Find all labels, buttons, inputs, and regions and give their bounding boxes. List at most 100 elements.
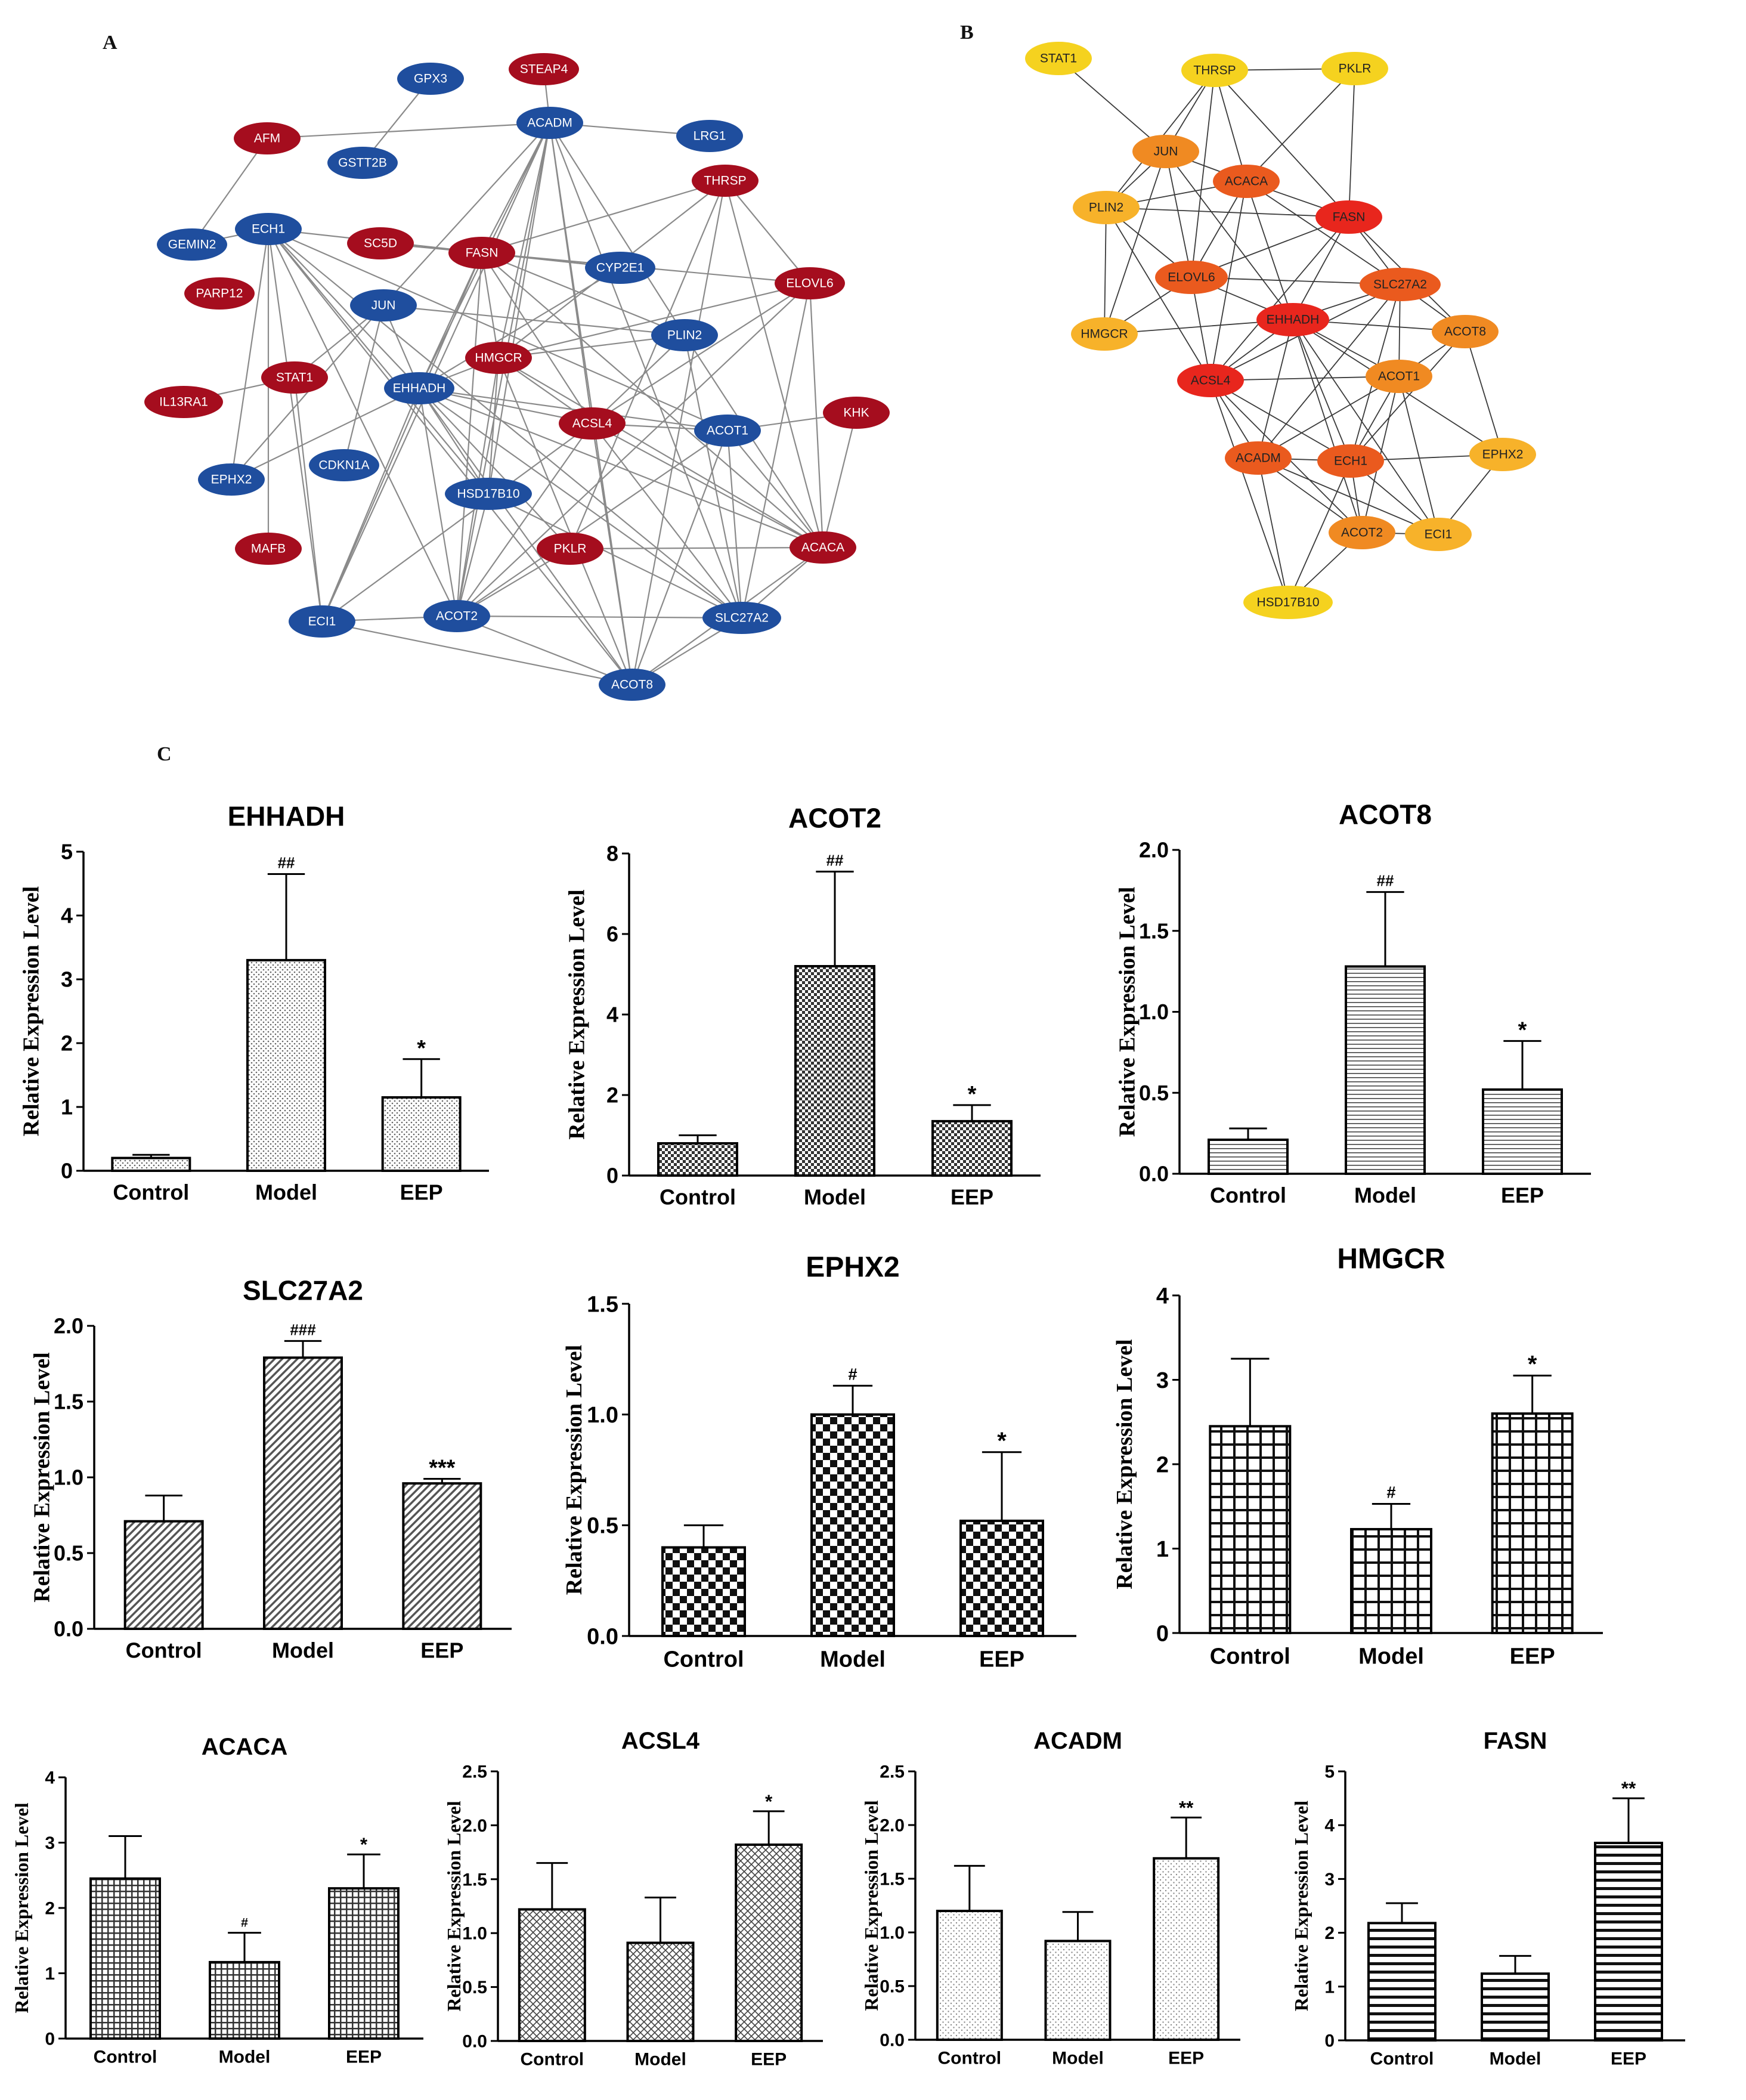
significance-eep: *: [417, 1036, 426, 1061]
node-slc27a2: SLC27A2: [1360, 268, 1441, 301]
node-label: ACSL4: [572, 417, 612, 431]
edge-ech1-slc27a2: [268, 228, 742, 618]
node-shape: [1366, 360, 1432, 393]
node-shape: [1132, 135, 1199, 168]
node-cyp2e1: CYP2E1: [585, 252, 655, 284]
edge-acot1-acot8: [631, 430, 729, 685]
y-tick-label: 0: [1156, 1621, 1169, 1646]
edge-ehhadh-acot1: [419, 387, 728, 432]
y-axis-label: Relative Expression Level: [1112, 1339, 1137, 1589]
node-shape: [423, 600, 490, 632]
y-tick-label: 4: [1324, 1816, 1335, 1836]
node-shape: [1432, 315, 1499, 348]
node-acot8: ACOT8: [599, 669, 665, 701]
node-steap4: STEAP4: [509, 53, 579, 85]
node-shape: [1181, 54, 1248, 87]
edge-elovl6-acot2: [456, 283, 810, 617]
node-shape: [235, 533, 302, 565]
bar-control: [1209, 1425, 1292, 1634]
edge-hsd17b10-slc27a2: [488, 493, 742, 618]
edge-ehhadh-ech1: [1292, 319, 1351, 462]
bar-charts: EHHADH Relative Expression Level 0 1 2 3 4 5 Con…: [11, 799, 1685, 2070]
node-label: JUN: [372, 299, 396, 313]
node-shape: [516, 107, 583, 139]
node-label: CDKN1A: [318, 459, 369, 472]
node-label: SC5D: [364, 237, 397, 250]
node-hsd17b10: HSD17B10: [445, 478, 532, 510]
node-acadm: ACADM: [1225, 441, 1292, 475]
x-tick-label: Control: [1370, 2049, 1434, 2069]
node-label: ECH1: [1334, 454, 1367, 468]
network-a-nodes: GPX3 STEAP4 AFM ACADM LRG1 GSTT2B THRSP ECH1 GEM…: [144, 53, 890, 701]
node-acadm: ACADM: [516, 107, 583, 139]
node-shape: [823, 397, 890, 429]
y-axis-label: Relative Expression Level: [29, 1352, 54, 1602]
y-tick-label: 1.0: [587, 1403, 618, 1428]
node-label: JUN: [1154, 145, 1178, 159]
edge-acsl4-hsd17b10: [1210, 380, 1289, 603]
x-tick-label: EEP: [346, 2048, 382, 2067]
edge-thrsp-pklr: [569, 180, 726, 549]
network-b-nodes: STAT1 THRSP PKLR JUN ACACA PLIN2 FASN ELOVL6 SLC…: [1025, 42, 1536, 619]
node-shape: [397, 63, 464, 95]
edge-afm-acadm: [267, 122, 550, 140]
y-axis-label: Relative Expression Level: [18, 886, 44, 1136]
node-label: ACADM: [1236, 451, 1281, 465]
edge-elovl6-acsl4: [1191, 277, 1211, 381]
node-pklr: PKLR: [1321, 52, 1388, 85]
node-label: PLIN2: [667, 329, 702, 342]
node-hsd17b10: HSD17B10: [1243, 586, 1333, 619]
bar-control: [657, 1142, 738, 1177]
bar-model: [1350, 1527, 1432, 1635]
chart-ephx2: EPHX2 Relative Expression Level 0.0 0.5 1.0 1…: [562, 1251, 1076, 1672]
node-shape: [1155, 261, 1228, 294]
significance-model: ###: [290, 1322, 315, 1338]
x-tick-label: Model: [219, 2048, 271, 2067]
y-tick-label: 0.0: [1139, 1162, 1169, 1186]
node-afm: AFM: [234, 122, 301, 154]
y-tick-label: 1.0: [54, 1465, 83, 1490]
node-shape: [1360, 268, 1441, 301]
x-tick-label: Control: [126, 1638, 202, 1663]
node-lrg1: LRG1: [676, 120, 743, 152]
y-tick-label: 1.0: [462, 1924, 487, 1944]
edge-acsl4-ech1: [1210, 380, 1351, 462]
node-fasn: FASN: [1315, 200, 1382, 234]
chart-title: ACOT2: [788, 802, 881, 833]
node-label: FASN: [466, 246, 499, 260]
panel-label-c: C: [157, 743, 172, 765]
x-tick-label: EEP: [1168, 2049, 1204, 2068]
bar-eep: [1594, 1841, 1663, 2042]
bar-control: [518, 1908, 586, 2043]
chart-title: ACOT8: [1339, 799, 1432, 830]
node-shape: [448, 237, 515, 269]
network-a: GPX3 STEAP4 AFM ACADM LRG1 GSTT2B THRSP ECH1 GEM…: [144, 53, 890, 701]
edge-ech1-acot1: [268, 228, 728, 432]
node-shape: [144, 386, 223, 418]
node-label: ACOT1: [1378, 370, 1420, 383]
node-ech1: ECH1: [1317, 444, 1384, 478]
node-label: PKLR: [554, 542, 587, 556]
edge-plin2-acaca: [684, 335, 824, 548]
y-tick-label: 0.5: [1139, 1081, 1169, 1105]
edge-acot2-acot8: [456, 615, 633, 686]
edge-eci1-acot8: [321, 620, 633, 686]
chart-title: ACACA: [202, 1734, 287, 1760]
node-shape: [585, 252, 655, 284]
y-tick-label: 2.0: [462, 1816, 487, 1836]
y-tick-label: 0.0: [587, 1624, 618, 1649]
bar-eep: [328, 1887, 400, 2040]
edge-acot1-eci1: [1398, 376, 1439, 535]
node-label: ACACA: [801, 541, 844, 555]
y-tick-label: 4: [1156, 1283, 1169, 1309]
node-label: ECI1: [1425, 528, 1453, 542]
node-khk: KHK: [823, 397, 890, 429]
edge-plin2-fasn: [1106, 207, 1349, 218]
node-acot8: ACOT8: [1432, 315, 1499, 348]
edge-thrsp-acaca: [724, 180, 824, 548]
node-shape: [1243, 586, 1333, 619]
edge-acsl4-acot2: [456, 423, 593, 617]
node-label: PLIN2: [1089, 201, 1123, 215]
panel-label-a: A: [103, 32, 117, 54]
node-acot1: ACOT1: [694, 415, 761, 447]
